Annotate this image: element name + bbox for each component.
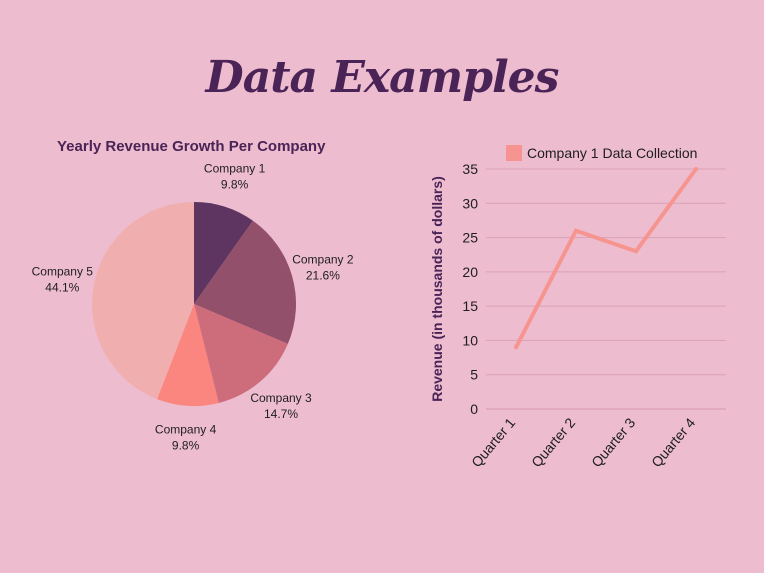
x-tick-label-3: Quarter 3 [588,414,638,470]
pie-slice-3 [194,304,288,403]
y-tick-label-10: 10 [462,332,478,348]
pie-chart-title: Yearly Revenue Growth Per Company [57,138,326,155]
data-point-4 [694,167,698,171]
pie-label-value-2: 21.6% [306,268,340,282]
y-axis-title: Revenue (in thousands of dollars) [429,176,445,402]
page-title: Data Examples [205,52,560,103]
pie-slice-4 [157,304,219,406]
legend: Company 1 Data Collection [506,145,697,161]
pie-chart: Company 1 9.8% Company 2 21.6% Company 3 14.7… [32,161,354,453]
pie-label-value-4: 9.8% [172,439,200,453]
y-tick-label-15: 15 [462,298,478,314]
legend-swatch [506,145,522,161]
x-tick-label-1: Quarter 1 [468,414,518,470]
pie-slice-1 [194,202,253,304]
y-tick-label-30: 30 [462,195,478,211]
x-tick-label-2: Quarter 2 [528,414,578,470]
pie-label-value-3: 14.7% [264,407,298,421]
pie-label-value-5: 44.1% [45,280,79,294]
pie-label-name-4: Company 4 [155,423,217,437]
pie-slice-5 [92,202,194,400]
pie-label-name-5: Company 5 [32,264,94,278]
y-tick-label-0: 0 [470,401,478,417]
y-tick-label-5: 5 [470,367,478,383]
pie-label-name-3: Company 3 [250,391,312,405]
data-point-1 [514,345,518,350]
pie-label-value-1: 9.8% [221,177,249,191]
data-point-3 [634,249,638,254]
x-tick-label-4: Quarter 4 [648,414,698,470]
series-line-1 [514,167,698,349]
y-tick-label-35: 35 [462,161,478,177]
pie-label-name-1: Company 1 [204,161,266,175]
y-tick-label-25: 25 [462,230,478,246]
legend-label: Company 1 Data Collection [527,145,697,161]
data-point-2 [574,228,578,233]
y-tick-label-20: 20 [462,264,478,280]
pie-label-name-2: Company 2 [292,252,354,266]
pie-slice-2 [194,220,296,344]
